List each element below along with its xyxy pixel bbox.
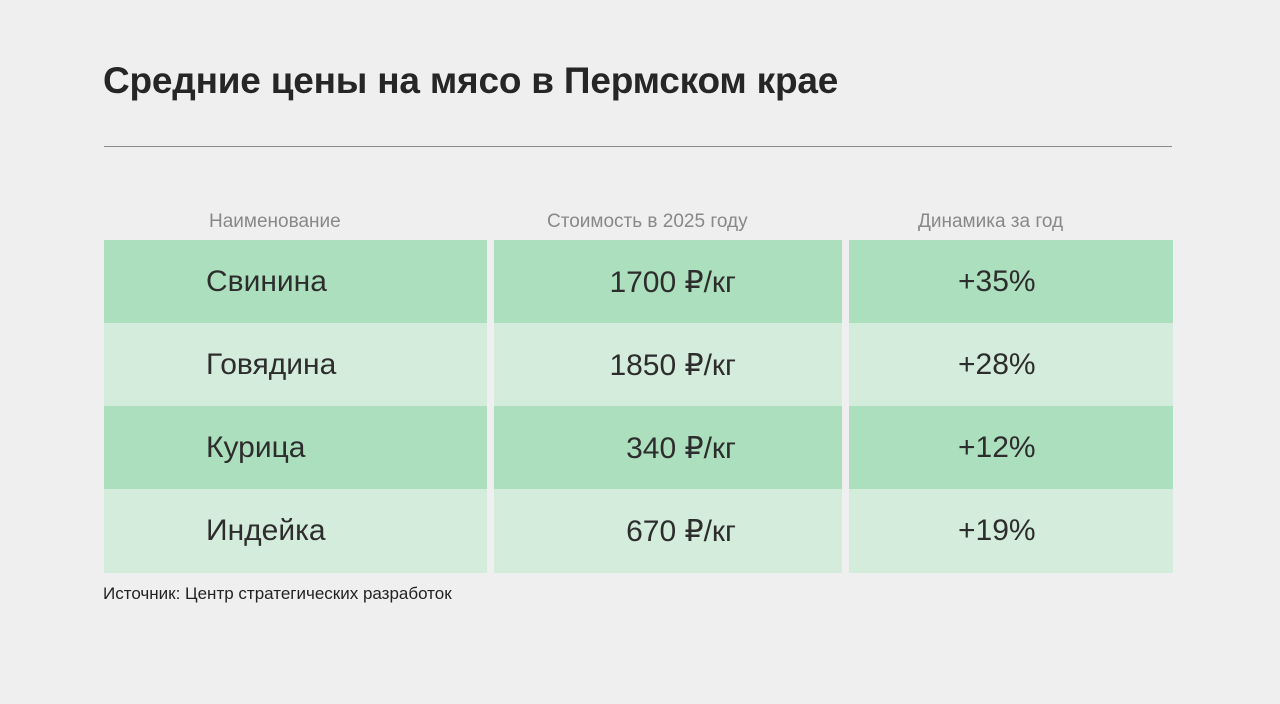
cell-price: 1850 ₽/кг — [494, 323, 842, 407]
cell-change: +12% — [849, 406, 1173, 490]
cell-name: Индейка — [104, 489, 487, 573]
column-header-change: Динамика за год — [918, 211, 1064, 232]
row-price-label: 340 ₽/кг — [626, 431, 736, 465]
column-header-price: Стоимость в 2025 году — [547, 211, 748, 232]
row-change-label: +19% — [958, 514, 1036, 547]
chart-title: Средние цены на мясо в Пермском крае — [103, 60, 839, 101]
row-name-label: Свинина — [206, 265, 327, 298]
cell-change: +35% — [849, 240, 1173, 324]
source-note: Источник: Центр стратегических разработо… — [103, 584, 452, 603]
cell-change: +19% — [849, 489, 1173, 573]
row-price-label: 1850 ₽/кг — [609, 348, 736, 382]
row-change-label: +12% — [958, 431, 1036, 464]
cell-change: +28% — [849, 323, 1173, 407]
row-change-label: +28% — [958, 348, 1036, 381]
row-price-label: 1700 ₽/кг — [609, 265, 736, 299]
cell-name: Говядина — [104, 323, 487, 407]
row-name-label: Курица — [206, 431, 306, 464]
row-price-label: 670 ₽/кг — [626, 514, 736, 548]
column-header-name: Наименование — [209, 211, 341, 232]
cell-name: Свинина — [104, 240, 487, 324]
cell-price: 340 ₽/кг — [494, 406, 842, 490]
cell-price: 670 ₽/кг — [494, 489, 842, 573]
cell-price: 1700 ₽/кг — [494, 240, 842, 324]
title-divider — [104, 146, 1172, 147]
row-change-label: +35% — [958, 265, 1036, 298]
row-name-label: Говядина — [206, 348, 337, 381]
row-name-label: Индейка — [206, 514, 326, 547]
cell-name: Курица — [104, 406, 487, 490]
